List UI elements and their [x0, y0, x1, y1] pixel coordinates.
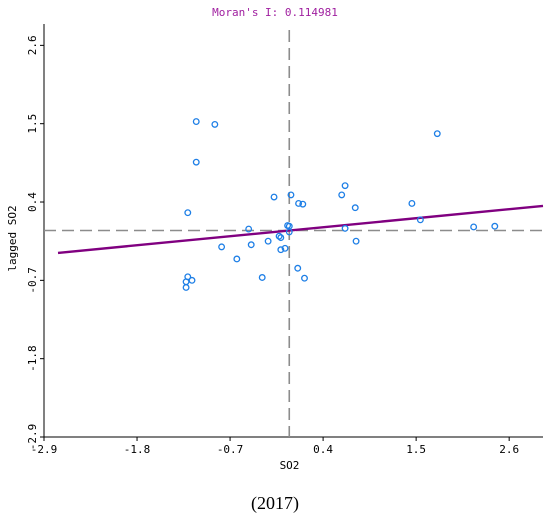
- data-point: [192, 118, 200, 126]
- data-point: [218, 243, 226, 251]
- y-tick-label: 0.4: [26, 192, 39, 212]
- y-axis-label: lagged SO2: [6, 205, 19, 271]
- regression-line-group: [57, 204, 544, 255]
- data-point: [491, 222, 499, 230]
- data-point: [295, 199, 303, 207]
- data-point: [470, 223, 478, 231]
- x-tick-label: -0.7: [217, 443, 244, 456]
- data-point: [294, 264, 302, 272]
- data-point: [285, 228, 293, 236]
- data-point: [408, 199, 416, 207]
- data-point: [184, 209, 192, 217]
- data-point: [281, 244, 289, 252]
- data-point: [270, 193, 278, 201]
- y-tick-label: -2.9: [26, 424, 39, 451]
- data-point: [275, 232, 283, 240]
- data-point: [188, 276, 196, 284]
- y-tick-label: 2.6: [26, 35, 39, 55]
- data-point: [211, 120, 219, 128]
- data-point: [258, 274, 266, 281]
- data-point: [245, 225, 253, 233]
- data-point: [341, 182, 349, 190]
- axes: -2.9 -1.8 -0.7 0.4 1.5 2.6 -2.9 -1.8 -0.7 0.4 1.5 2…: [26, 24, 543, 456]
- data-point: [351, 204, 359, 212]
- data-point: [277, 234, 285, 242]
- data-point: [192, 158, 200, 166]
- chart-title: Moran's I: 0.114981: [212, 6, 338, 19]
- x-tick-label: -1.8: [124, 443, 151, 456]
- data-point: [338, 191, 346, 199]
- figure-caption: (2017): [251, 493, 299, 513]
- y-tick-label: 1.5: [26, 114, 39, 134]
- data-point: [433, 130, 441, 138]
- x-tick-label: 1.5: [406, 443, 426, 456]
- data-point: [352, 237, 360, 245]
- y-tick-label: -1.8: [26, 345, 39, 372]
- data-point: [264, 237, 272, 245]
- data-point: [299, 200, 307, 208]
- data-point: [301, 274, 308, 282]
- x-tick-label: 0.4: [313, 443, 333, 456]
- x-tick-label: -2.9: [31, 443, 58, 456]
- axis-labels: SO2 lagged SO2: [6, 205, 299, 472]
- data-point: [277, 246, 285, 254]
- data-point: [341, 224, 349, 232]
- mean-reference-lines: [44, 30, 543, 437]
- data-point: [287, 191, 295, 199]
- data-point: [233, 255, 241, 263]
- x-tick-label: 2.6: [499, 443, 519, 456]
- data-points: [182, 118, 499, 291]
- data-point: [247, 241, 255, 249]
- data-point: [416, 216, 424, 224]
- data-point: [182, 278, 190, 286]
- x-axis-label: SO2: [280, 459, 300, 472]
- regression-line: [57, 204, 544, 255]
- data-point: [182, 284, 190, 291]
- y-tick-label: -0.7: [26, 267, 39, 294]
